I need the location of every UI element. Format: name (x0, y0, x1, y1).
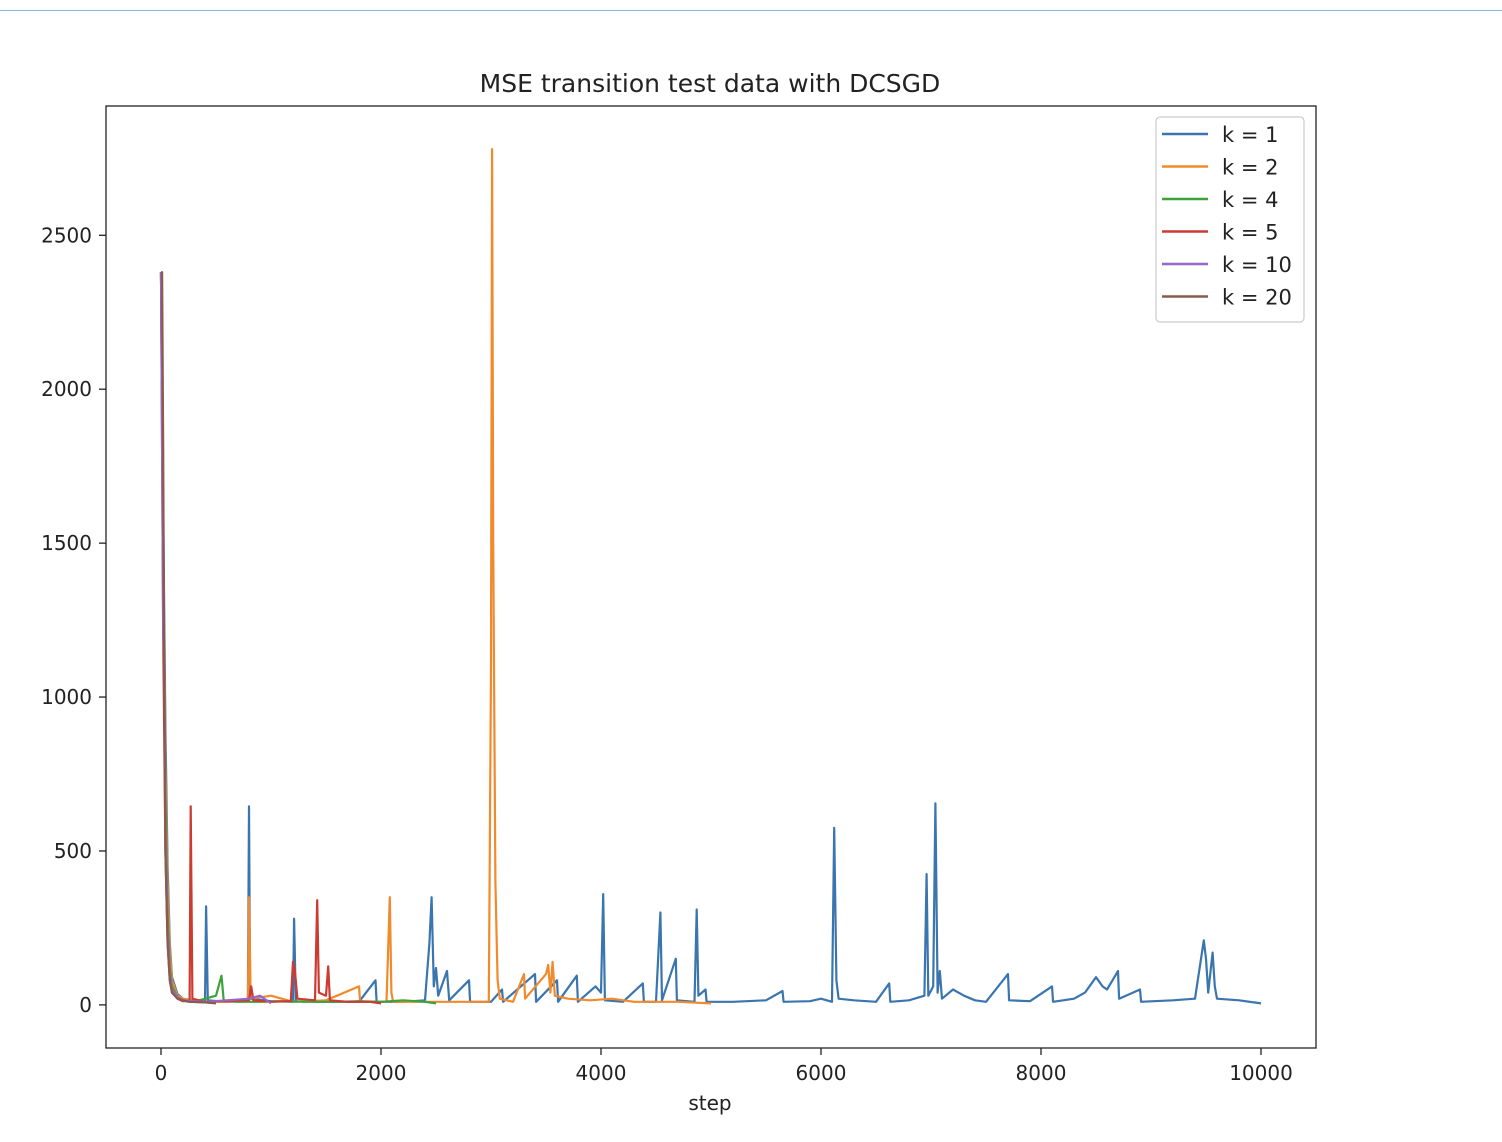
legend-label: k = 2 (1222, 156, 1278, 180)
x-tick-label: 6000 (796, 1061, 847, 1085)
y-tick-label: 500 (54, 839, 92, 863)
x-tick-label: 4000 (576, 1061, 627, 1085)
x-axis-label: step (688, 1091, 731, 1115)
series-line-4 (159, 272, 382, 1005)
y-tick-label: 0 (79, 993, 92, 1017)
y-tick-label: 2000 (41, 377, 92, 401)
legend-label: k = 10 (1222, 253, 1292, 277)
series-line-3 (159, 272, 437, 1005)
y-tick-label: 2500 (41, 223, 92, 247)
series-line-2 (159, 148, 712, 1005)
legend: k = 1 k = 2 k = 4 k = 5 k = 10 k = 20 (1155, 116, 1305, 323)
legend-label: k = 20 (1222, 286, 1292, 310)
x-tick-label: 0 (155, 1061, 168, 1085)
series-line-1 (159, 272, 1262, 1005)
plot-frame (105, 105, 1317, 1049)
y-tick-label: 1000 (41, 685, 92, 709)
legend-box (1155, 116, 1305, 323)
series-line-5 (159, 272, 272, 1005)
x-tick-label: 10000 (1229, 1061, 1293, 1085)
series-line-6 (161, 271, 217, 1005)
x-tick-label: 2000 (356, 1061, 407, 1085)
y-axis: 0 500 1000 1500 2000 2500 (41, 223, 106, 1017)
legend-label: k = 5 (1222, 221, 1278, 245)
chart-title: MSE transition test data with DCSGD (480, 69, 941, 98)
legend-label: k = 1 (1222, 123, 1278, 147)
top-rule (0, 10, 1502, 11)
plot-lines (159, 148, 1262, 1005)
y-tick-label: 1500 (41, 531, 92, 555)
x-axis: 0 2000 4000 6000 8000 10000 (155, 1048, 1293, 1085)
x-tick-label: 8000 (1016, 1061, 1067, 1085)
legend-label: k = 4 (1222, 188, 1278, 212)
